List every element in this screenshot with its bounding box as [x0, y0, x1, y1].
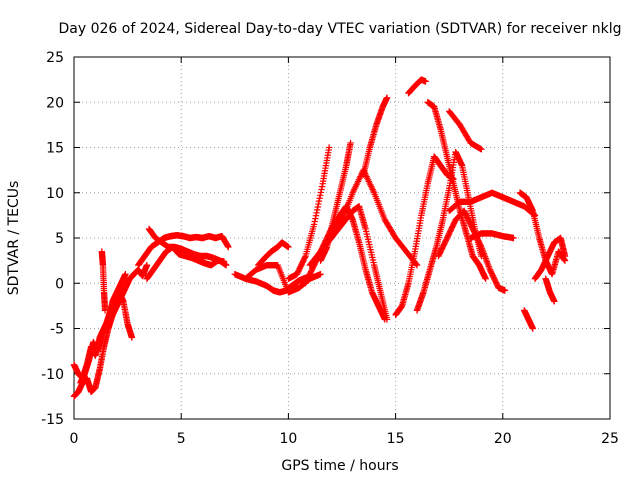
data-point [318, 186, 325, 193]
data-point [316, 195, 323, 202]
data-point [315, 197, 323, 205]
data-point [422, 78, 429, 85]
data-point [347, 139, 354, 147]
data-point [285, 243, 292, 251]
data-point [317, 271, 324, 278]
data-point [317, 192, 324, 199]
data-point [314, 203, 322, 211]
data-point [413, 260, 420, 268]
series-steep-14 [360, 94, 391, 178]
x-tick-label: 5 [177, 431, 186, 447]
data-point [143, 261, 151, 269]
series-end-c [521, 307, 537, 332]
data-point [477, 242, 484, 249]
data-point [313, 206, 321, 214]
data-point [101, 307, 109, 314]
data-point [301, 254, 309, 261]
y-tick-label: 5 [55, 231, 64, 247]
data-point [561, 252, 569, 260]
x-tick-label: 20 [494, 431, 512, 447]
series-arc-c [328, 203, 391, 323]
data-point [478, 146, 485, 153]
series-bump-9 [255, 239, 292, 269]
chart-title: Day 026 of 2024, Sidereal Day-to-day VTE… [59, 21, 622, 37]
data-point [325, 144, 333, 151]
series-mid-c [143, 243, 228, 282]
series-end-a [516, 189, 569, 278]
x-tick-label: 25 [601, 431, 619, 447]
y-tick-label: 25 [46, 50, 64, 66]
series-rise-a [285, 144, 333, 282]
data-point [551, 298, 558, 305]
series-late-h [446, 108, 485, 153]
y-tick-label: -5 [50, 322, 64, 338]
series-mid-a [135, 232, 232, 269]
series-late-a [392, 153, 457, 319]
axis-ticks: 0 5 10 15 20 25 -15 -10 -5 0 5 10 15 20 25 [41, 50, 619, 447]
data-point [501, 287, 509, 294]
y-axis-label: SDTVAR / TECUs [6, 181, 22, 296]
data-point [315, 200, 322, 208]
y-tick-label: 20 [46, 95, 64, 111]
data-point [128, 334, 136, 341]
data-points [70, 76, 569, 400]
data-point [220, 258, 228, 265]
data-point [318, 183, 326, 190]
y-tick-label: -10 [41, 367, 64, 383]
data-point [312, 212, 320, 219]
series-end-b [531, 234, 569, 282]
series-late-b [405, 76, 429, 97]
series-late-g [467, 230, 517, 242]
x-tick-label: 15 [387, 431, 405, 447]
data-point [225, 243, 232, 251]
data-point [317, 189, 325, 196]
x-tick-label: 0 [70, 431, 79, 447]
data-point [313, 209, 320, 216]
data-point [311, 218, 318, 225]
y-tick-label: 15 [46, 141, 64, 157]
y-tick-label: 0 [55, 276, 64, 292]
data-point [383, 316, 391, 323]
data-point [510, 234, 517, 242]
x-axis-label: GPS time / hours [281, 458, 398, 474]
data-point [223, 261, 230, 269]
data-point [310, 221, 318, 228]
data-point [312, 215, 319, 222]
data-point [482, 275, 489, 282]
series-early-cluster-c [77, 289, 136, 386]
series-late-f [446, 189, 539, 219]
y-tick-label: 10 [46, 186, 64, 202]
data-point [529, 325, 537, 332]
series-spike [98, 248, 109, 314]
y-tick-label: -15 [41, 412, 64, 428]
series-end-d [542, 275, 558, 305]
data-point [122, 271, 129, 278]
data-point [383, 94, 391, 101]
x-tick-label: 10 [279, 431, 297, 447]
